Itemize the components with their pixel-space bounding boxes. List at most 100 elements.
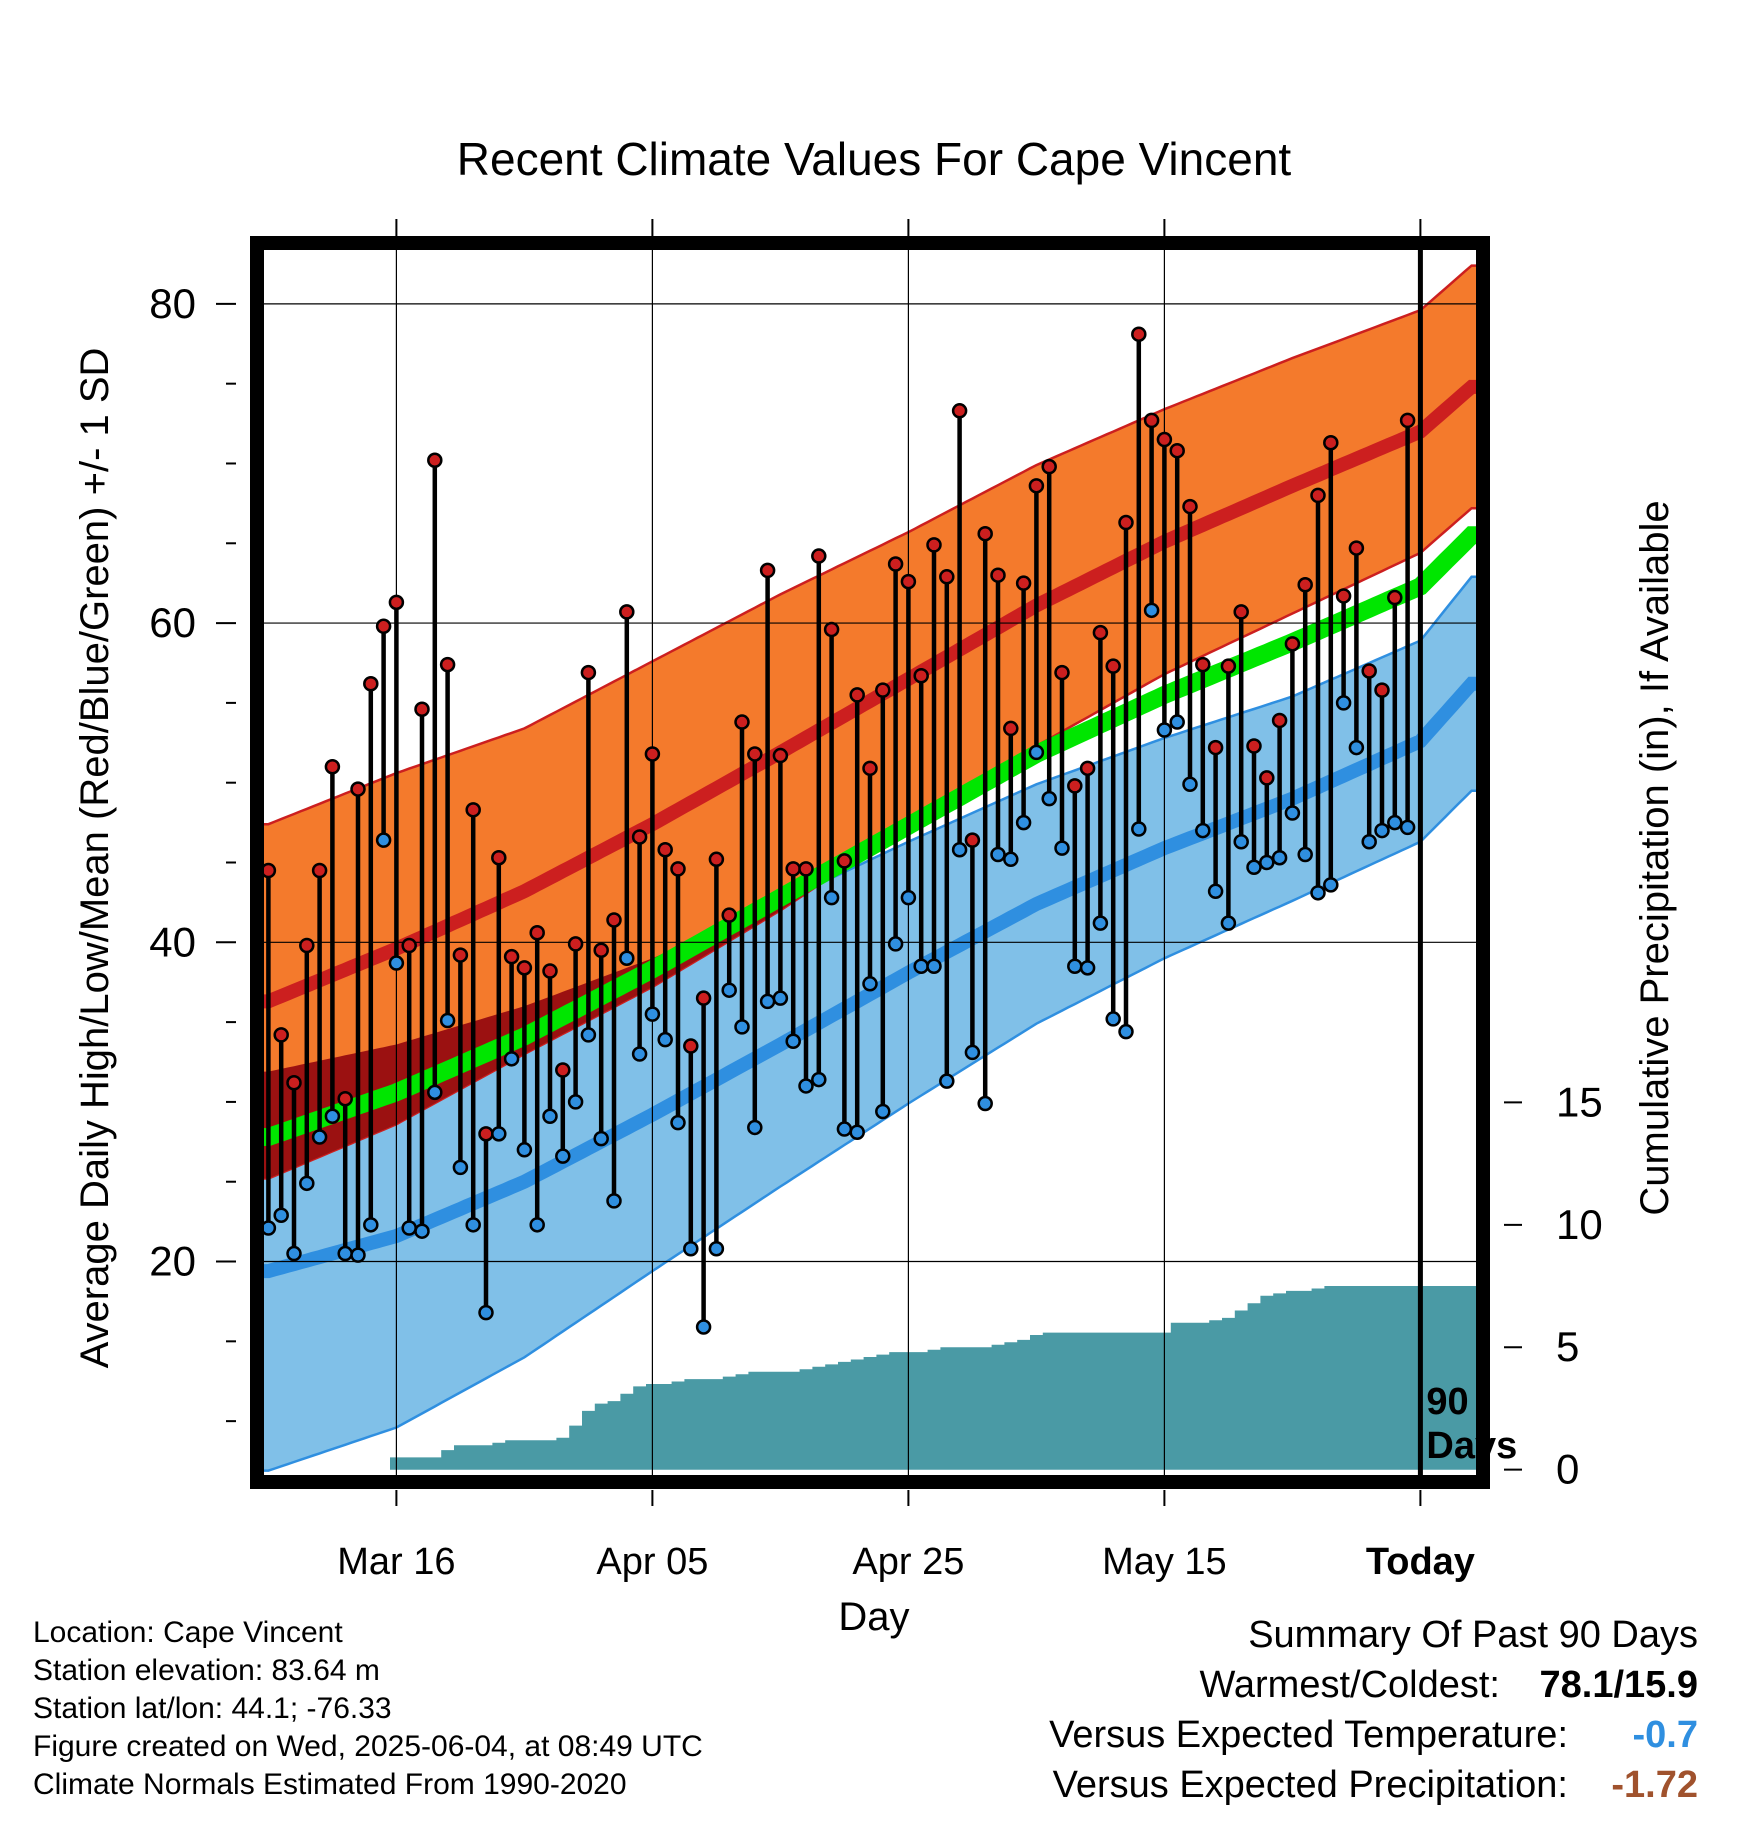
low-point [337, 1245, 353, 1262]
low-point [1361, 834, 1377, 850]
low-point [798, 1078, 814, 1094]
summary-warmest-row: Warmest/Coldest: 78.1/15.9 [1049, 1660, 1698, 1710]
low-point [606, 1193, 622, 1209]
low-point [452, 1159, 469, 1176]
warmest-value: 78.1/15.9 [1539, 1664, 1698, 1706]
high-point [401, 937, 417, 954]
y-axis-label: Average Daily High/Low/Mean (Red/Blue/Gr… [73, 348, 117, 1369]
high-point [1348, 540, 1365, 556]
low-point [580, 1027, 597, 1043]
high-point [785, 861, 801, 877]
high-point [324, 758, 341, 775]
low-point [862, 976, 878, 992]
high-point [516, 960, 533, 976]
high-point [849, 687, 865, 703]
high-point [414, 701, 430, 718]
high-point [913, 668, 929, 684]
low-point [311, 1129, 328, 1145]
low-point [657, 1031, 673, 1048]
low-point [324, 1108, 341, 1125]
high-point [465, 802, 481, 818]
high-point [606, 912, 622, 928]
low-point [811, 1071, 827, 1088]
high-point [708, 851, 725, 868]
high-point [503, 948, 520, 965]
high-point [1233, 604, 1249, 620]
y2-axis-label: Cumulative Precipitation (in), If Availa… [1633, 500, 1677, 1215]
low-point [1284, 805, 1301, 821]
temp-value: -0.7 [1632, 1714, 1698, 1756]
location-text: Location: Cape Vincent [33, 1616, 343, 1649]
low-point [491, 1126, 507, 1142]
high-point [427, 452, 443, 469]
summary-precip-row: Versus Expected Precipitation: -1.72 [1049, 1760, 1698, 1810]
high-point [273, 1027, 289, 1043]
high-point [734, 714, 750, 730]
plot-frame [250, 236, 1490, 1489]
high-point [580, 664, 597, 681]
high-point [1246, 738, 1262, 754]
summary-heading: Summary Of Past 90 Days [1248, 1614, 1698, 1656]
high-normal-line [262, 379, 1478, 1009]
high-point [593, 942, 609, 959]
high-point [1323, 434, 1339, 451]
high-point [619, 604, 635, 620]
high-point [862, 760, 878, 777]
high-point [1259, 770, 1275, 786]
overlap-band [262, 576, 1478, 1179]
high-point [311, 862, 328, 879]
low-point [1310, 885, 1326, 901]
low-point [836, 1121, 853, 1137]
low-point [478, 1304, 494, 1321]
high-point [1271, 712, 1288, 729]
low-point [1246, 859, 1262, 876]
high-point [1092, 624, 1109, 641]
high-point [1220, 658, 1237, 674]
low-point [1015, 814, 1032, 831]
high-point [670, 861, 686, 877]
low-point [683, 1241, 699, 1257]
high-point [683, 1038, 699, 1054]
y2-tick-label: 10 [1556, 1201, 1603, 1248]
low-point [644, 1006, 661, 1022]
station-info: Location: Cape Vincent Station elevation… [33, 1614, 703, 1804]
y-tick-label: 60 [149, 599, 196, 646]
high-point [1143, 412, 1160, 429]
high-point [1028, 478, 1045, 494]
high-point [1399, 412, 1416, 429]
low-point [849, 1124, 865, 1140]
high-point [1003, 720, 1019, 737]
high-point [1335, 588, 1352, 604]
low-point [593, 1130, 609, 1147]
low-normal-line [262, 676, 1478, 1279]
high-point [529, 924, 545, 941]
low-point [1399, 819, 1416, 836]
high-point [1131, 326, 1147, 342]
elevation-text: Station elevation: 83.64 m [33, 1654, 380, 1687]
high-point [299, 937, 315, 954]
low-point [465, 1217, 481, 1233]
x-tick-label: May 15 [1102, 1541, 1227, 1583]
high-point [1310, 487, 1326, 504]
high-point [375, 618, 392, 635]
chart-title: Recent Climate Values For Cape Vincent [457, 133, 1292, 185]
low-point [708, 1241, 725, 1257]
high-point [887, 556, 904, 572]
high-point [337, 1090, 353, 1107]
low-point [1387, 814, 1403, 831]
high-point [644, 746, 661, 762]
high-point [555, 1062, 571, 1078]
high-point [759, 562, 776, 579]
normals-text: Climate Normals Estimated From 1990-2020 [33, 1768, 627, 1801]
low-point [1297, 846, 1313, 863]
latlon-text: Station lat/lon: 44.1; -76.33 [33, 1692, 392, 1725]
temp-label: Versus Expected Temperature: [1049, 1714, 1568, 1756]
high-point [542, 963, 558, 979]
low-point [516, 1142, 533, 1158]
x-tick-label: Apr 25 [852, 1541, 964, 1583]
low-point [721, 982, 737, 998]
high-point [875, 682, 891, 698]
low-point [1156, 722, 1173, 738]
x-axis-label: Day [838, 1595, 909, 1639]
high-point [926, 537, 942, 553]
